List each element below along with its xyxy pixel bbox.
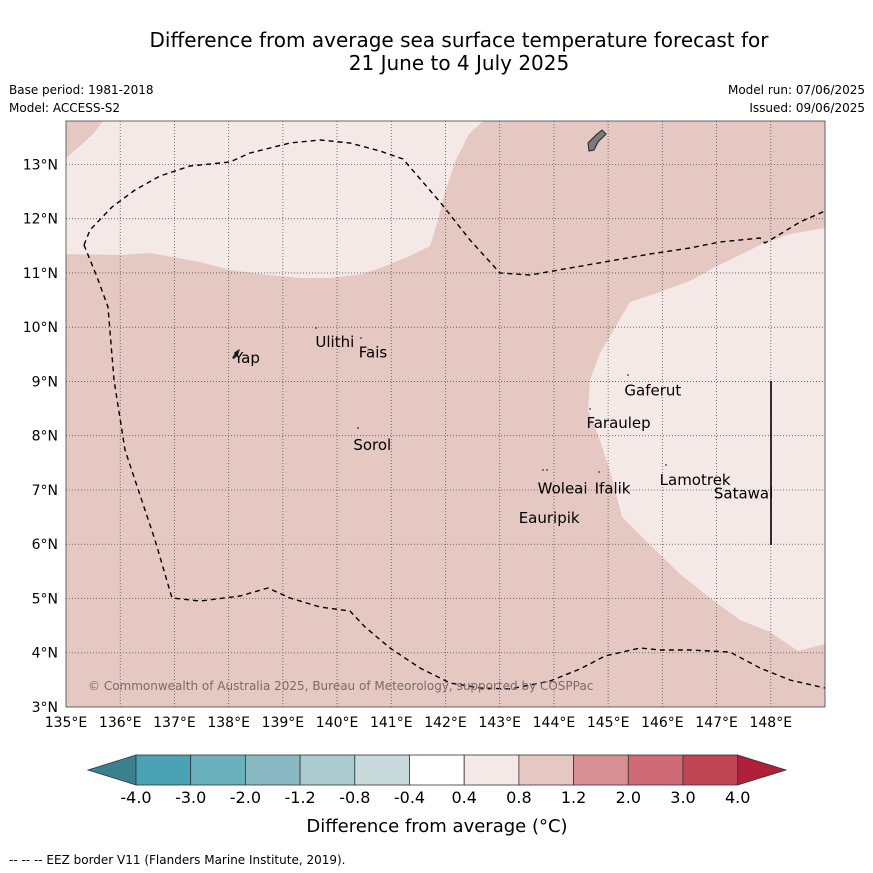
- latitude-tick-label: 9°N: [32, 374, 58, 390]
- longitude-tick-label: 143°E: [478, 715, 521, 731]
- colorbar-tick-label: 0.8: [506, 788, 531, 807]
- colorbar-tick-label: 3.0: [670, 788, 695, 807]
- eez-border: [83, 139, 825, 690]
- colorbar-left-extension: [86, 754, 137, 786]
- longitude-tick-label: 141°E: [370, 715, 413, 731]
- colorbar-segment: [463, 754, 520, 786]
- latitude-tick-label: 5°N: [32, 591, 58, 607]
- colorbar: -4.0 -3.0 -2.0 -1.2 -0.8 -0.4 0.4 0.8 1.2 2.0 3.0 4…: [86, 754, 788, 807]
- colorbar-tick-label: -1.2: [284, 788, 315, 807]
- latitude-tick-label: 3°N: [32, 700, 58, 716]
- colorbar-segment: [627, 754, 684, 786]
- latitude-tick-label: 10°N: [23, 320, 58, 336]
- colorbar-tick-label: -0.4: [394, 788, 425, 807]
- place-label-sorol: Sorol: [353, 436, 391, 454]
- latitude-tick-label: 8°N: [32, 429, 58, 445]
- place-label-faraulep: Faraulep: [586, 414, 650, 432]
- longitude-tick-label: 146°E: [641, 715, 684, 731]
- colorbar-segment: [299, 754, 356, 786]
- colorbar-tick-label: -4.0: [120, 788, 151, 807]
- longitude-tick-label: 145°E: [587, 715, 630, 731]
- longitude-tick-label: 144°E: [533, 715, 576, 731]
- colorbar-tick-label: -3.0: [175, 788, 206, 807]
- colorbar-tick-label: -2.0: [230, 788, 261, 807]
- colorbar-tick-label: 1.2: [561, 788, 586, 807]
- latitude-tick-label: 6°N: [32, 537, 58, 553]
- longitude-tick-label: 138°E: [207, 715, 250, 731]
- title-line-2: 21 June to 4 July 2025: [348, 51, 570, 75]
- longitude-ticks: 135°E 136°E 137°E 138°E 139°E 140°E 141°E 142°E…: [45, 715, 792, 731]
- longitude-tick-label: 147°E: [695, 715, 738, 731]
- place-label-yap: Yap: [233, 349, 260, 367]
- latitude-tick-label: 4°N: [32, 646, 58, 662]
- map-frame: [65, 120, 826, 708]
- place-label-satawal: Satawal: [714, 485, 773, 503]
- colorbar-right-extension: [737, 754, 788, 786]
- longitude-tick-label: 135°E: [45, 715, 88, 731]
- place-label-lamotrek: Lamotrek: [660, 471, 731, 489]
- place-label-fais: Fais: [359, 344, 388, 362]
- copyright-notice: © Commonwealth of Australia 2025, Bureau…: [88, 679, 593, 693]
- colorbar-segment: [409, 754, 465, 786]
- model-run: Model run: 07/06/2025: [727, 83, 865, 97]
- longitude-tick-label: 140°E: [316, 715, 359, 731]
- base-period: Base period: 1981-2018: [9, 83, 154, 97]
- title-line-1: Difference from average sea surface temp…: [149, 28, 769, 52]
- longitude-tick-label: 137°E: [153, 715, 196, 731]
- eez-legend-note: -- -- -- EEZ border V11 (Flanders Marine…: [9, 853, 346, 867]
- latitude-tick-label: 7°N: [32, 483, 58, 499]
- guam-island: [587, 129, 607, 152]
- anomaly-region-east-0-4-to-0-8: [588, 228, 825, 651]
- issued-date: Issued: 09/06/2025: [749, 101, 865, 115]
- colorbar-segment: [135, 754, 192, 786]
- model-name: Model: ACCESS-S2: [9, 101, 121, 115]
- place-label-gaferut: Gaferut: [624, 382, 681, 400]
- colorbar-tick-label: 4.0: [725, 788, 750, 807]
- latitude-tick-label: 12°N: [23, 212, 58, 228]
- colorbar-tick-label: 2.0: [616, 788, 641, 807]
- colorbar-tick-label: 0.4: [451, 788, 476, 807]
- colorbar-segment: [573, 754, 629, 786]
- colorbar-segment: [518, 754, 575, 786]
- place-label-ifalik: Ifalik: [595, 479, 631, 497]
- anomaly-region-north-0-4-to-0-8: [66, 121, 483, 278]
- colorbar-tick-label: -0.8: [339, 788, 370, 807]
- latitude-tick-label: 13°N: [23, 157, 58, 173]
- graticule-gridlines: [66, 121, 825, 707]
- colorbar-segment: [354, 754, 410, 786]
- colorbar-segment: [190, 754, 246, 786]
- longitude-tick-label: 148°E: [749, 715, 792, 731]
- place-label-ulithi: Ulithi: [315, 333, 354, 351]
- colorbar-title: Difference from average (°C): [306, 816, 567, 837]
- place-label-woleai: Woleai: [538, 479, 588, 497]
- longitude-tick-label: 136°E: [99, 715, 142, 731]
- atoll-markers: [315, 327, 721, 482]
- longitude-tick-label: 139°E: [262, 715, 305, 731]
- place-labels: Yap Ulithi Fais Sorol Gaferut Faraulep Woleai I…: [233, 333, 773, 527]
- place-label-eauripik: Eauripik: [519, 509, 580, 527]
- colorbar-segment: [682, 754, 739, 786]
- latitude-tick-label: 11°N: [23, 266, 58, 282]
- latitude-ticks: 3°N 4°N 5°N 6°N 7°N 8°N 9°N 10°N 11°N 12°N 13°N: [23, 157, 58, 716]
- colorbar-segment: [244, 754, 301, 786]
- longitude-tick-label: 142°E: [424, 715, 467, 731]
- yap-island: [232, 349, 240, 359]
